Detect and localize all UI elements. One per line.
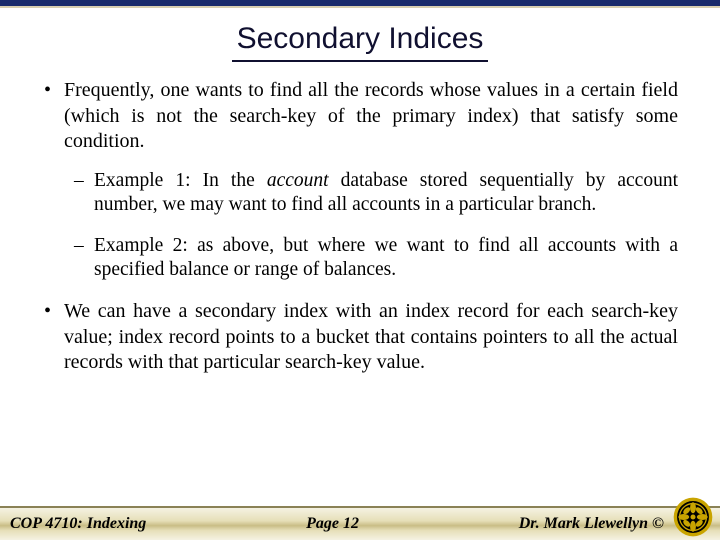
title-underline (232, 60, 488, 62)
slide-title: Secondary Indices (237, 22, 484, 58)
bullet-level2: Example 2: as above, but where we want t… (72, 234, 678, 283)
bullet-level1: We can have a secondary index with an in… (42, 299, 678, 376)
title-area: Secondary Indices (0, 8, 720, 70)
bullet-level1: Frequently, one wants to find all the re… (42, 78, 678, 155)
footer-page: Page 12 (146, 515, 518, 533)
bullet-level2: Example 1: In the account database store… (72, 169, 678, 218)
bullet-text: Frequently, one wants to find all the re… (64, 79, 678, 152)
slide: Secondary Indices Frequently, one wants … (0, 0, 720, 540)
example2-text: Example 2: as above, but where we want t… (94, 235, 678, 281)
slide-body: Frequently, one wants to find all the re… (0, 70, 720, 540)
bullet-text: We can have a secondary index with an in… (64, 300, 678, 373)
example1-italic: account (267, 170, 329, 191)
ucf-logo-icon (672, 496, 714, 538)
example1-pre: Example 1: In the (94, 170, 267, 191)
slide-footer: COP 4710: Indexing Page 12 Dr. Mark Llew… (0, 506, 720, 540)
footer-course: COP 4710: Indexing (0, 515, 146, 533)
